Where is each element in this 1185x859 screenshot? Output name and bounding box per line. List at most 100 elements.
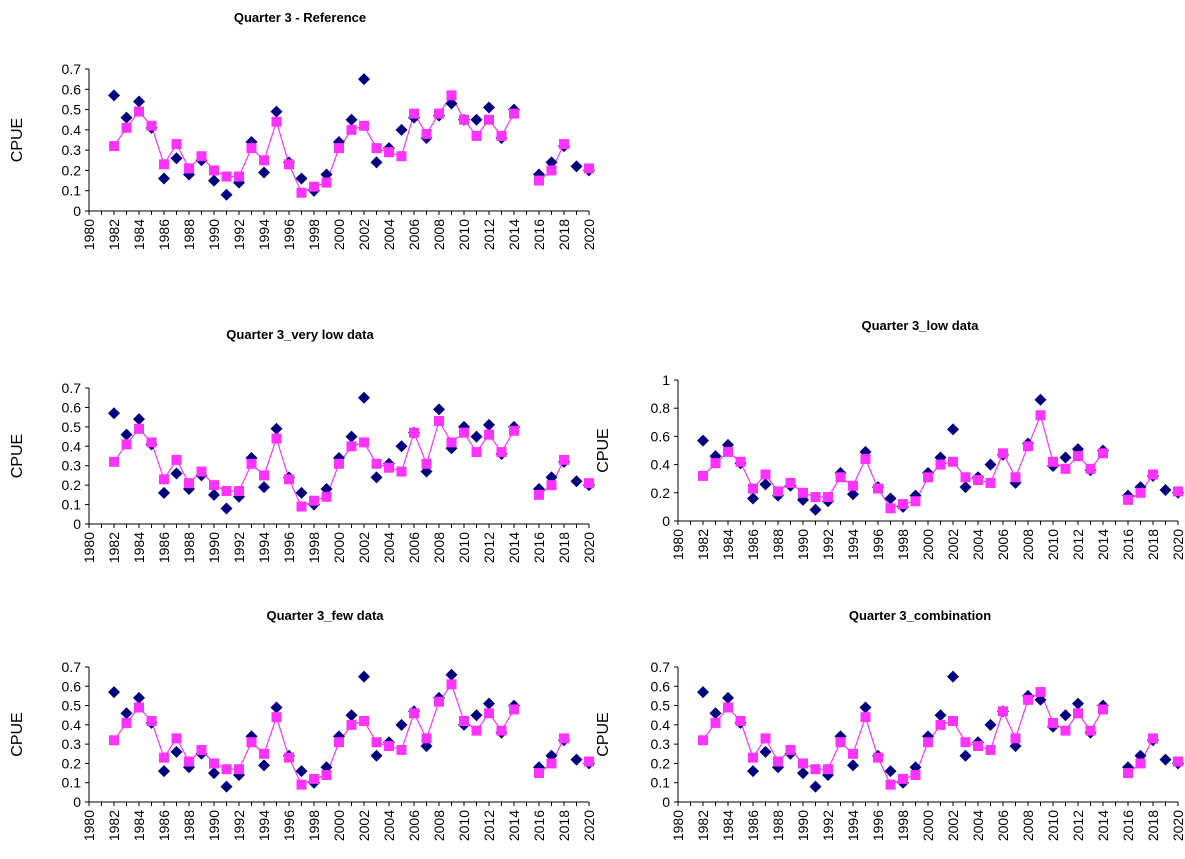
diamond-marker: [884, 765, 897, 778]
square-marker: [471, 725, 482, 736]
diamond-marker: [270, 105, 283, 118]
x-tick-label: 2000: [331, 219, 347, 250]
x-tick-label: 2018: [556, 219, 572, 250]
x-tick-label: 2018: [1145, 810, 1161, 841]
y-tick-label: 0.7: [62, 380, 82, 396]
x-tick-label: 1996: [281, 810, 297, 841]
x-tick-label: 1980: [670, 810, 686, 841]
diamond-marker: [208, 488, 220, 501]
square-marker: [246, 143, 257, 154]
diamond-marker: [208, 174, 220, 187]
x-tick-label: 2002: [356, 810, 372, 841]
x-tick-label: 2016: [531, 532, 547, 563]
x-tick-label: 2012: [481, 219, 497, 250]
square-marker: [471, 447, 482, 458]
square-marker: [446, 437, 457, 448]
x-tick-label: 2004: [970, 810, 986, 841]
diamond-marker: [470, 430, 483, 443]
diamond-marker: [220, 502, 233, 515]
square-marker: [459, 427, 469, 438]
diamond-marker: [333, 451, 345, 464]
x-tick-label: 1994: [845, 529, 861, 560]
x-tick-label: 1990: [206, 532, 222, 563]
diamond-marker: [170, 467, 183, 480]
square-marker: [134, 106, 144, 117]
diamond-marker: [747, 765, 759, 778]
x-tick-label: 2010: [456, 532, 472, 563]
x-tick-label: 1982: [106, 532, 122, 563]
diamond-marker: [358, 670, 370, 683]
square-marker: [748, 483, 758, 494]
y-tick-label: 0.3: [62, 458, 82, 474]
square-marker: [885, 779, 896, 790]
square-marker: [121, 717, 132, 728]
y-tick-label: 1: [662, 372, 670, 388]
square-marker: [121, 122, 132, 133]
diamond-marker: [358, 73, 370, 86]
x-tick-label: 1998: [306, 810, 322, 841]
square-marker: [973, 475, 983, 486]
y-tick-label: 0.2: [62, 477, 82, 493]
x-tick-label: 2008: [431, 219, 447, 250]
square-marker: [1123, 768, 1133, 779]
diamond-marker: [295, 765, 308, 778]
x-tick-label: 2006: [406, 219, 422, 250]
square-marker: [146, 120, 157, 131]
square-marker: [898, 499, 908, 510]
square-marker: [1135, 758, 1146, 769]
square-marker: [359, 120, 369, 131]
x-tick-label: 1994: [256, 219, 272, 250]
square-marker: [785, 744, 796, 755]
square-marker: [760, 469, 771, 480]
square-marker: [1023, 441, 1033, 452]
x-tick-label: 1982: [695, 529, 711, 560]
square-marker: [409, 708, 419, 719]
square-marker: [296, 187, 307, 198]
square-marker: [1073, 451, 1083, 462]
y-tick-label: 0.4: [651, 717, 671, 733]
y-tick-label: 0: [73, 516, 81, 532]
square-marker: [371, 143, 382, 154]
diamond-marker: [859, 701, 872, 714]
x-tick-label: 2006: [995, 810, 1011, 841]
square-marker: [534, 768, 544, 779]
diamond-marker: [570, 160, 583, 173]
diamond-marker: [1159, 483, 1172, 496]
square-marker: [359, 437, 369, 448]
diamond-marker: [120, 707, 133, 720]
square-marker: [723, 702, 733, 713]
x-tick-label: 1990: [206, 219, 222, 250]
square-marker: [284, 159, 294, 170]
x-tick-label: 1984: [720, 810, 736, 841]
diamond-marker: [1059, 709, 1072, 722]
diamond-marker: [483, 418, 495, 431]
diamond-marker: [395, 440, 408, 453]
square-marker: [221, 171, 232, 182]
diamond-marker: [545, 749, 558, 762]
square-marker: [446, 679, 457, 690]
y-tick-label: 0.6: [62, 678, 82, 694]
y-tick-label: 0.1: [651, 775, 671, 791]
diamond-marker: [722, 691, 734, 704]
x-tick-label: 1986: [156, 532, 172, 563]
square-marker: [246, 737, 257, 748]
square-marker: [923, 737, 933, 748]
x-tick-label: 2010: [456, 810, 472, 841]
diamond-marker: [759, 478, 772, 491]
x-tick-label: 1980: [81, 532, 97, 563]
diamond-marker: [1072, 697, 1084, 710]
x-tick-label: 2000: [920, 529, 936, 560]
square-marker: [221, 764, 232, 775]
x-tick-label: 2014: [506, 219, 522, 250]
chart-canvas: 0 0.1 0.2 0.3 0.4 0.5 0.6 0.7 1980 1982 1984 1986 19…: [9, 380, 597, 563]
y-axis-label: CPUE: [595, 712, 612, 756]
square-marker: [1035, 687, 1046, 698]
diamond-marker: [470, 709, 483, 722]
x-tick-label: 1984: [720, 529, 736, 560]
y-tick-label: 0.6: [62, 81, 82, 97]
diamond-marker: [847, 488, 859, 501]
square-marker: [898, 773, 908, 784]
square-marker: [935, 719, 946, 730]
square-marker: [546, 480, 557, 491]
square-marker: [184, 756, 194, 767]
